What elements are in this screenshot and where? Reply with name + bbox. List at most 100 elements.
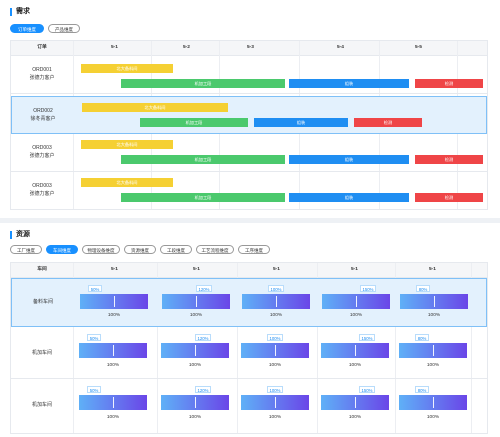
- gantt-bar-machining[interactable]: 机加工段: [140, 118, 248, 127]
- col-date: 5-1: [351, 267, 358, 272]
- col-date: 5-5: [415, 45, 422, 50]
- col-date: 5-1: [193, 267, 200, 272]
- utilization-bar[interactable]: [241, 343, 309, 358]
- grid-line: [355, 345, 356, 356]
- resource-table: 车间 5-1 5-1 5-1 5-1 5-1 备料车间 50% 100% 120…: [10, 262, 488, 434]
- utilization-bar[interactable]: [399, 395, 467, 410]
- utilization-bar[interactable]: [400, 294, 468, 309]
- gantt-bar-material[interactable]: 北大备料间: [82, 103, 228, 112]
- grid-line: [237, 263, 238, 433]
- grid-line: [195, 345, 196, 356]
- gantt-bar-assembly[interactable]: 组装: [289, 155, 409, 164]
- tab-section-dimension[interactable]: 工段维度: [160, 245, 192, 254]
- grid-line: [275, 345, 276, 356]
- tab-factory-dimension[interactable]: 工厂维度: [10, 245, 42, 254]
- utilization-bar[interactable]: [162, 294, 230, 309]
- col-order: 订单: [37, 45, 47, 50]
- workshop-name: 机加车间: [31, 350, 52, 356]
- col-date: 5-1: [429, 267, 436, 272]
- utilization-tag: 80%: [416, 285, 430, 292]
- gantt-bar-test[interactable]: 检测: [415, 79, 483, 88]
- grid-line: [113, 397, 114, 408]
- table-row[interactable]: ORD001 张德力客户 北大备料间 机加工段 组装 检测: [11, 56, 487, 94]
- table-row[interactable]: ORD003 张德力客户 北大备料间 机加工段 组装 检测: [11, 172, 487, 209]
- utilization-bar[interactable]: [322, 294, 390, 309]
- utilization-bar[interactable]: [161, 395, 229, 410]
- utilization-tag: 80%: [415, 386, 429, 393]
- gantt-bar-test[interactable]: 检测: [415, 155, 483, 164]
- demand-title: 需求: [10, 8, 30, 16]
- utilization-bar[interactable]: [161, 343, 229, 358]
- utilization-bar[interactable]: [80, 294, 148, 309]
- table-row[interactable]: 机加车间 50% 100% 120% 100% 100% 100% 150% 1…: [11, 379, 487, 433]
- tab-product-dimension[interactable]: 产品维度: [48, 24, 80, 33]
- order-id: ORD003: [32, 145, 52, 151]
- utilization-total: 100%: [268, 415, 282, 420]
- col-workshop: 车间: [37, 267, 47, 272]
- utilization-bar[interactable]: [241, 395, 309, 410]
- utilization-total: 100%: [188, 363, 202, 368]
- utilization-bar[interactable]: [399, 343, 467, 358]
- grid-line: [275, 397, 276, 408]
- gantt-bar-material[interactable]: 北大备料间: [81, 178, 173, 187]
- customer-name: 张德力客户: [29, 75, 55, 81]
- grid-line: [317, 263, 318, 433]
- tab-resource-dimension[interactable]: 资源维度: [124, 245, 156, 254]
- utilization-total: 100%: [427, 313, 441, 318]
- grid-line: [114, 296, 115, 307]
- gantt-bar-assembly[interactable]: 组装: [289, 79, 409, 88]
- gantt-bar-assembly[interactable]: 组装: [289, 193, 409, 202]
- utilization-bar[interactable]: [79, 395, 147, 410]
- grid-line: [276, 296, 277, 307]
- grid-line: [113, 345, 114, 356]
- col-date: 5-1: [273, 267, 280, 272]
- table-row[interactable]: 机加车间 50% 100% 120% 100% 100% 100% 150% 1…: [11, 327, 487, 379]
- tab-process-flow-dimension[interactable]: 工艺流程维度: [196, 245, 234, 254]
- gantt-bar-machining[interactable]: 机加工段: [121, 79, 285, 88]
- utilization-bar[interactable]: [321, 343, 389, 358]
- utilization-tag: 50%: [87, 386, 101, 393]
- utilization-bar[interactable]: [79, 343, 147, 358]
- utilization-total: 100%: [268, 363, 282, 368]
- customer-name: 张德力客户: [29, 153, 55, 159]
- gantt-bar-assembly[interactable]: 组装: [254, 118, 348, 127]
- utilization-total: 100%: [107, 313, 121, 318]
- resource-table-header: 车间 5-1 5-1 5-1 5-1 5-1: [11, 263, 487, 278]
- utilization-tag: 100%: [267, 334, 283, 341]
- table-row-selected[interactable]: ORD002 徐冬青客户 北大备料间 机加工段 组装 检测: [11, 96, 487, 134]
- gantt-bar-material[interactable]: 北大备料间: [81, 140, 173, 149]
- grid-line: [196, 296, 197, 307]
- demand-panel: 需求 订单维度 产品维度 订单 5-1 5-2 5-3 5-4 5-5 ORD0…: [0, 0, 500, 218]
- table-row[interactable]: ORD003 张德力客户 北大备料间 机加工段 组装 检测: [11, 134, 487, 172]
- utilization-bar[interactable]: [242, 294, 310, 309]
- gantt-bar-machining[interactable]: 机加工段: [121, 155, 285, 164]
- table-row-selected[interactable]: 备料车间 50% 100% 120% 100% 100% 100% 150% 1…: [11, 278, 487, 327]
- gantt-bar-test[interactable]: 检测: [354, 118, 422, 127]
- gantt-bar-machining[interactable]: 机加工段: [121, 193, 285, 202]
- tab-operation-dimension[interactable]: 工序维度: [238, 245, 270, 254]
- grid-line: [433, 397, 434, 408]
- utilization-total: 100%: [106, 363, 120, 368]
- utilization-tag: 50%: [87, 334, 101, 341]
- utilization-total: 100%: [349, 313, 363, 318]
- gantt-bar-material[interactable]: 北大备料间: [81, 64, 173, 73]
- utilization-bar[interactable]: [321, 395, 389, 410]
- utilization-total: 100%: [348, 415, 362, 420]
- grid-line: [433, 345, 434, 356]
- workshop-name: 备料车间: [32, 299, 53, 305]
- utilization-tag: 120%: [195, 334, 211, 341]
- grid-line: [157, 263, 158, 433]
- utilization-tag: 150%: [360, 285, 376, 292]
- tab-order-dimension[interactable]: 订单维度: [10, 24, 44, 33]
- utilization-total: 100%: [189, 313, 203, 318]
- order-id: ORD002: [33, 108, 53, 114]
- utilization-total: 100%: [426, 415, 440, 420]
- tab-device-dimension[interactable]: 物理设备维度: [82, 245, 120, 254]
- col-date: 5-1: [111, 45, 118, 50]
- customer-name: 徐冬青客户: [30, 116, 56, 122]
- col-date: 5-3: [247, 45, 254, 50]
- order-id: ORD001: [32, 67, 52, 73]
- grid-line: [356, 296, 357, 307]
- tab-workshop-dimension[interactable]: 车间维度: [46, 245, 78, 254]
- gantt-bar-test[interactable]: 检测: [415, 193, 483, 202]
